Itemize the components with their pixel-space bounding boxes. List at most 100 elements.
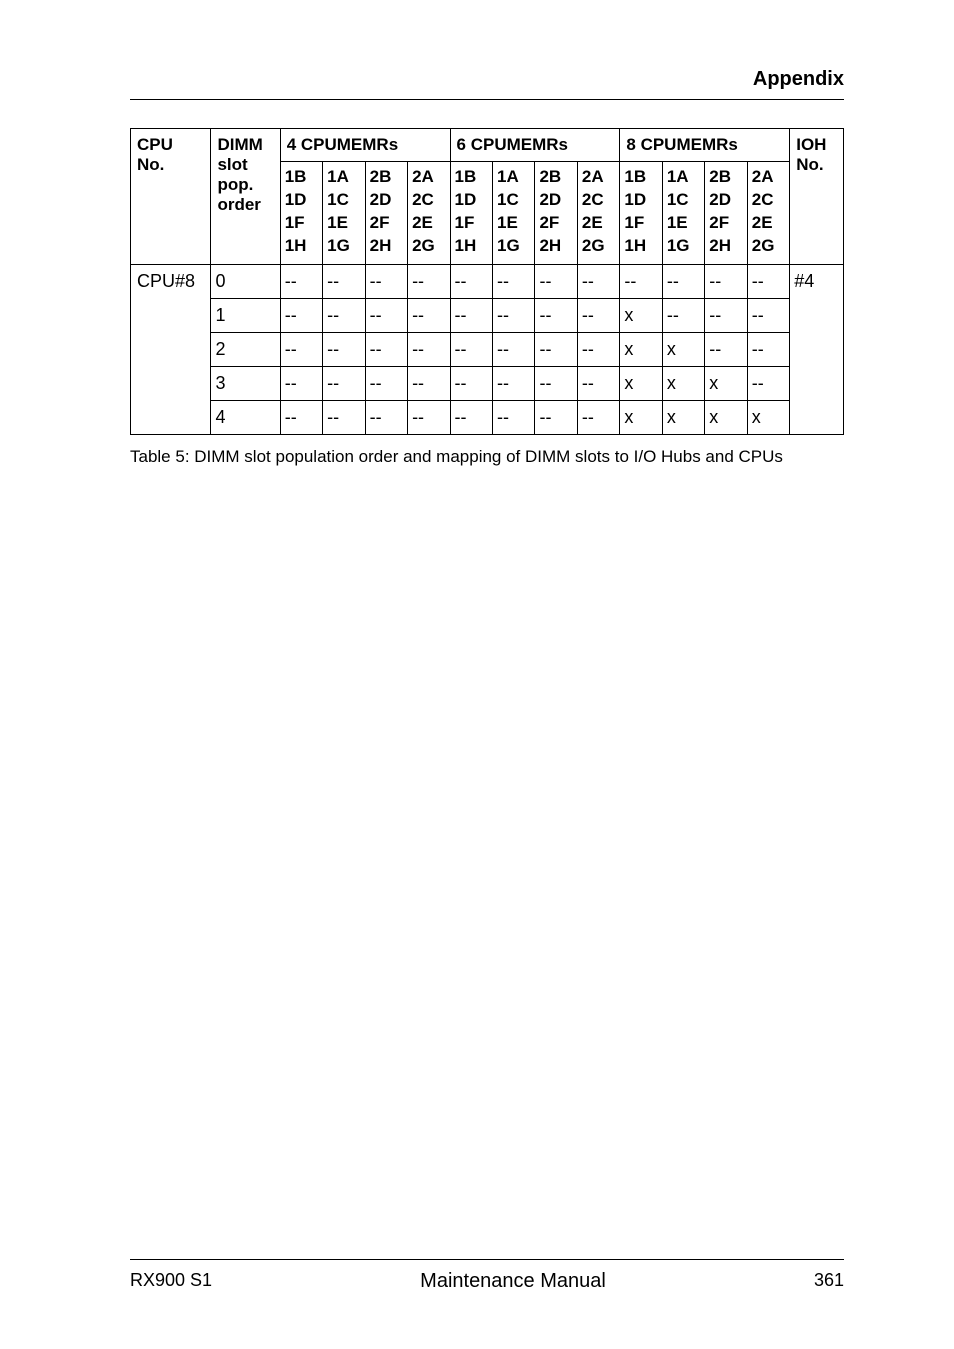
cell: -- bbox=[577, 366, 619, 400]
cell: x bbox=[747, 400, 789, 434]
th-ioh: IOH No. bbox=[790, 129, 844, 265]
cell: -- bbox=[535, 298, 577, 332]
th-dimm: DIMM slot pop. order bbox=[211, 129, 280, 265]
table-row: 4 -- -- -- -- -- -- -- -- x x x x bbox=[131, 400, 844, 434]
cell: -- bbox=[323, 264, 365, 298]
cell: -- bbox=[280, 298, 322, 332]
cell: -- bbox=[535, 400, 577, 434]
cell: -- bbox=[747, 366, 789, 400]
cell: x bbox=[662, 332, 704, 366]
ioh-cell: #4 bbox=[790, 264, 844, 434]
cell: x bbox=[620, 332, 662, 366]
th-4cpumemrs: 4 CPUMEMRs bbox=[280, 129, 450, 162]
cell: -- bbox=[577, 264, 619, 298]
cell: -- bbox=[493, 264, 535, 298]
cell: -- bbox=[747, 264, 789, 298]
cell: -- bbox=[705, 298, 747, 332]
sub-th: 2A 2C 2E 2G bbox=[408, 162, 450, 265]
th-6cpumemrs: 6 CPUMEMRs bbox=[450, 129, 620, 162]
cell: -- bbox=[662, 298, 704, 332]
page-header: Appendix bbox=[130, 68, 844, 100]
cell: -- bbox=[620, 264, 662, 298]
cell: -- bbox=[450, 400, 492, 434]
sub-th: 1B 1D 1F 1H bbox=[280, 162, 322, 265]
cell: -- bbox=[365, 332, 407, 366]
cell: -- bbox=[323, 400, 365, 434]
cell: -- bbox=[365, 298, 407, 332]
page-footer: RX900 S1 Maintenance Manual 361 bbox=[130, 1259, 844, 1293]
order-cell: 0 bbox=[211, 264, 280, 298]
sub-th: 1B 1D 1F 1H bbox=[620, 162, 662, 265]
cell: -- bbox=[577, 400, 619, 434]
footer-center: Maintenance Manual bbox=[420, 1270, 606, 1293]
header-title: Appendix bbox=[753, 68, 844, 90]
table-body: CPU#8 0 -- -- -- -- -- -- -- -- -- -- --… bbox=[131, 264, 844, 434]
table-row: 1 -- -- -- -- -- -- -- -- x -- -- -- bbox=[131, 298, 844, 332]
cell: -- bbox=[365, 366, 407, 400]
cell: -- bbox=[705, 264, 747, 298]
dimm-table: CPU No. DIMM slot pop. order 4 CPUMEMRs … bbox=[130, 128, 844, 435]
sub-th: 1B 1D 1F 1H bbox=[450, 162, 492, 265]
cell: -- bbox=[365, 400, 407, 434]
cell: -- bbox=[450, 332, 492, 366]
sub-th: 1A 1C 1E 1G bbox=[662, 162, 704, 265]
cell: -- bbox=[577, 332, 619, 366]
cell: x bbox=[620, 400, 662, 434]
footer-right: 361 bbox=[814, 1270, 844, 1293]
table-wrap: CPU No. DIMM slot pop. order 4 CPUMEMRs … bbox=[130, 128, 844, 467]
sub-th: 1A 1C 1E 1G bbox=[493, 162, 535, 265]
cell: -- bbox=[408, 366, 450, 400]
cell: -- bbox=[577, 298, 619, 332]
cell: -- bbox=[365, 264, 407, 298]
cell: -- bbox=[280, 400, 322, 434]
cell: x bbox=[662, 366, 704, 400]
cell: -- bbox=[493, 366, 535, 400]
page: Appendix CPU No. DIMM slot pop. order 4 … bbox=[0, 0, 954, 1349]
cell: -- bbox=[408, 298, 450, 332]
cell: -- bbox=[493, 332, 535, 366]
sub-th: 2A 2C 2E 2G bbox=[577, 162, 619, 265]
cell: -- bbox=[535, 264, 577, 298]
table-row: 2 -- -- -- -- -- -- -- -- x x -- -- bbox=[131, 332, 844, 366]
cell: -- bbox=[450, 264, 492, 298]
table-row: CPU#8 0 -- -- -- -- -- -- -- -- -- -- --… bbox=[131, 264, 844, 298]
th-8cpumemrs: 8 CPUMEMRs bbox=[620, 129, 790, 162]
header-row-1: CPU No. DIMM slot pop. order 4 CPUMEMRs … bbox=[131, 129, 844, 162]
cell: -- bbox=[323, 332, 365, 366]
sub-th: 2B 2D 2F 2H bbox=[535, 162, 577, 265]
cell: -- bbox=[493, 400, 535, 434]
cell: -- bbox=[493, 298, 535, 332]
order-cell: 3 bbox=[211, 366, 280, 400]
cell: x bbox=[620, 366, 662, 400]
table-head: CPU No. DIMM slot pop. order 4 CPUMEMRs … bbox=[131, 129, 844, 265]
footer-left: RX900 S1 bbox=[130, 1270, 212, 1293]
cell: -- bbox=[280, 366, 322, 400]
cell: -- bbox=[408, 264, 450, 298]
cell: -- bbox=[747, 332, 789, 366]
cell: x bbox=[705, 366, 747, 400]
cell: -- bbox=[280, 264, 322, 298]
table-caption: Table 5: DIMM slot population order and … bbox=[130, 447, 844, 467]
cell: -- bbox=[535, 366, 577, 400]
sub-th: 2B 2D 2F 2H bbox=[365, 162, 407, 265]
cell: -- bbox=[747, 298, 789, 332]
cell: -- bbox=[450, 298, 492, 332]
sub-th: 2B 2D 2F 2H bbox=[705, 162, 747, 265]
cell: -- bbox=[408, 400, 450, 434]
cell: -- bbox=[535, 332, 577, 366]
table-row: 3 -- -- -- -- -- -- -- -- x x x -- bbox=[131, 366, 844, 400]
cell: -- bbox=[705, 332, 747, 366]
order-cell: 4 bbox=[211, 400, 280, 434]
cell: -- bbox=[280, 332, 322, 366]
cell: x bbox=[705, 400, 747, 434]
order-cell: 1 bbox=[211, 298, 280, 332]
cell: -- bbox=[662, 264, 704, 298]
cell: -- bbox=[323, 366, 365, 400]
cell: x bbox=[662, 400, 704, 434]
cpu-cell: CPU#8 bbox=[131, 264, 211, 434]
cell: -- bbox=[408, 332, 450, 366]
th-cpu: CPU No. bbox=[131, 129, 211, 265]
sub-th: 2A 2C 2E 2G bbox=[747, 162, 789, 265]
order-cell: 2 bbox=[211, 332, 280, 366]
cell: -- bbox=[450, 366, 492, 400]
